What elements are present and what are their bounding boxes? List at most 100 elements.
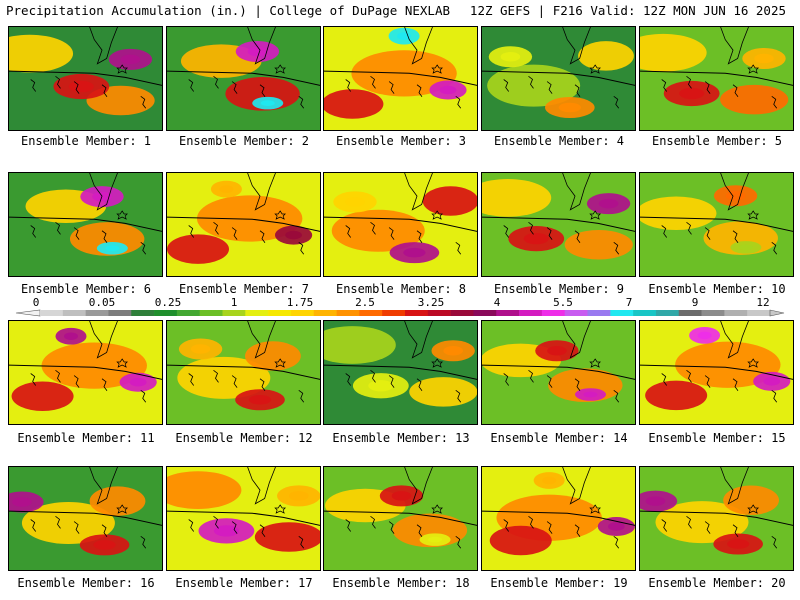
ensemble-map-panel	[639, 320, 794, 425]
lake-outline	[574, 524, 581, 537]
precip-core	[697, 331, 712, 340]
ensemble-map-panel	[639, 172, 794, 277]
lake-outline	[370, 222, 376, 235]
ensemble-member-caption: Ensemble Member: 4	[493, 134, 625, 148]
precip-core	[598, 198, 619, 209]
precip-blob	[640, 33, 707, 72]
precip-core	[129, 377, 147, 387]
station-marker-icon	[589, 504, 601, 514]
lake-outline	[455, 241, 462, 255]
lake-outline	[188, 519, 195, 532]
precip-blob	[640, 196, 717, 231]
ensemble-member-caption: Ensemble Member: 2	[178, 134, 310, 148]
precip-core	[763, 377, 781, 386]
precip-field	[324, 173, 477, 276]
lake-outline	[345, 373, 352, 386]
precip-core	[542, 476, 557, 485]
lake-outline	[503, 519, 510, 532]
border-line	[640, 70, 793, 86]
lake-outline	[259, 230, 266, 243]
lake-outline	[686, 370, 692, 383]
lake-outline	[73, 375, 80, 388]
lake-outline	[455, 535, 462, 549]
colorbar-tick-label: 7	[625, 296, 633, 309]
ensemble-member-caption: Ensemble Member: 5	[651, 134, 783, 148]
precip-blob	[422, 186, 477, 216]
lake-outline	[528, 222, 534, 235]
precip-core	[247, 46, 268, 57]
station-marker-icon	[274, 210, 286, 220]
precip-blob	[675, 341, 781, 388]
coastline	[89, 27, 118, 65]
precip-core	[523, 232, 549, 245]
colorbar-tick-label: 5.5	[553, 296, 573, 309]
precip-core	[583, 391, 598, 398]
lake-outline	[140, 535, 147, 549]
precip-core	[288, 491, 309, 501]
lake-outline	[231, 81, 238, 94]
colorbar-swatch	[655, 310, 680, 316]
precip-core	[285, 230, 302, 240]
field-background	[167, 27, 320, 130]
lake-outline	[298, 535, 305, 549]
colorbar-swatch	[382, 310, 406, 316]
ensemble-member-caption: Ensemble Member: 18	[332, 576, 470, 590]
lake-outline	[140, 389, 147, 403]
station-marker-icon	[431, 64, 443, 74]
lake-outline	[503, 373, 510, 386]
lake-outline	[231, 375, 238, 388]
precip-blob	[254, 522, 320, 552]
lake-outline	[188, 373, 195, 386]
colorbar-tick-label: 4	[493, 296, 501, 309]
lake-outline	[503, 79, 510, 92]
precip-field	[324, 467, 477, 570]
ensemble-member-caption: Ensemble Member: 13	[332, 431, 470, 445]
precip-blob	[645, 380, 708, 411]
lake-outline	[55, 370, 61, 383]
station-marker-icon	[431, 504, 443, 514]
precip-core	[68, 80, 94, 93]
ensemble-map-panel	[481, 320, 636, 425]
station-marker-icon	[274, 358, 286, 368]
lake-outline	[188, 79, 195, 92]
ensemble-member-caption: Ensemble Member: 9	[493, 282, 625, 296]
colorbar-tick-label: 12	[756, 296, 770, 309]
lake-outline	[30, 79, 37, 92]
coastline	[562, 467, 591, 505]
colorbar-swatch	[678, 310, 702, 316]
precip-core	[120, 54, 141, 65]
ensemble-map-panel	[166, 172, 321, 277]
colorbar-swatch	[268, 310, 292, 316]
colorbar-swatch	[245, 310, 269, 316]
border-line	[324, 364, 477, 380]
precip-blob	[89, 486, 146, 516]
precip-core	[443, 346, 463, 356]
ensemble-map-panel	[166, 466, 321, 571]
precip-blob	[9, 34, 74, 73]
precip-core	[645, 496, 666, 506]
precip-blob	[167, 471, 242, 509]
lake-outline	[416, 230, 423, 243]
colorbar-swatch	[359, 310, 383, 316]
station-marker-icon	[747, 210, 759, 220]
coastline	[720, 27, 749, 65]
lake-outline	[101, 524, 108, 537]
lake-outline	[574, 230, 581, 243]
colorbar-swatch	[131, 310, 155, 316]
border-line	[640, 216, 793, 232]
precip-field	[324, 321, 477, 424]
precip-core	[219, 185, 234, 193]
precip-core	[725, 191, 746, 201]
lake-outline	[345, 79, 352, 92]
colorbar-swatch	[336, 310, 360, 316]
ensemble-map-panel	[166, 320, 321, 425]
lake-outline	[259, 524, 266, 537]
lake-outline	[546, 521, 553, 534]
colorbar-swatch	[40, 310, 64, 316]
colorbar-swatch	[154, 310, 178, 316]
precip-blob	[409, 377, 477, 407]
lake-outline	[661, 79, 668, 92]
lake-outline	[298, 389, 305, 403]
precip-core	[439, 85, 457, 95]
coastline	[720, 467, 749, 505]
